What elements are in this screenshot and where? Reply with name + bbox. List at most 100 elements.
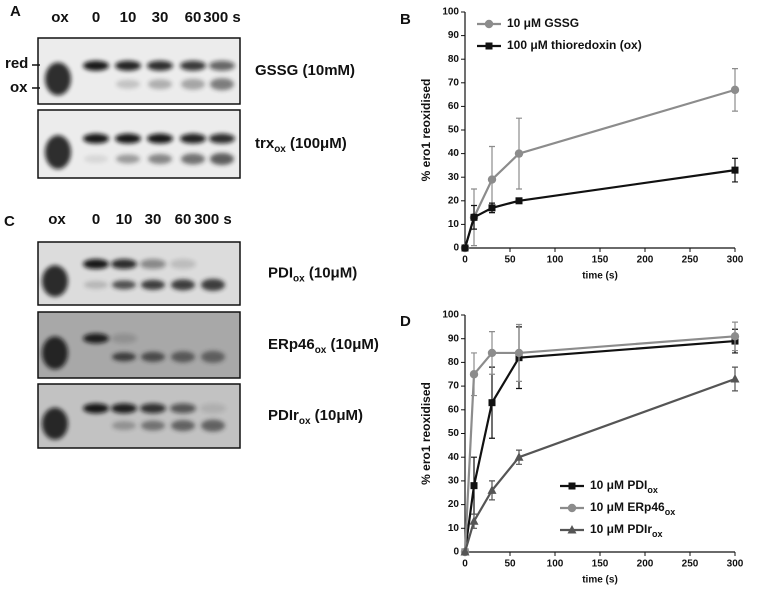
band-label: red [5, 55, 28, 72]
y-tick-label: 50 [448, 125, 460, 136]
gel-band [147, 60, 173, 71]
marker [470, 213, 478, 221]
y-tick-label: 70 [448, 77, 460, 88]
gel-label: trxox (100μM) [255, 135, 347, 155]
gel-band [42, 265, 68, 297]
panel-letter: A [10, 3, 21, 20]
lane-label: 60 [175, 211, 192, 228]
marker [487, 348, 497, 358]
marker [470, 482, 478, 490]
legend-marker [568, 482, 576, 490]
x-tick-label: 150 [592, 559, 609, 570]
gel-band [201, 350, 225, 363]
legend-marker [567, 525, 577, 534]
gel-band [148, 79, 172, 90]
x-tick-label: 200 [637, 255, 654, 266]
gel-band [83, 60, 109, 71]
y-axis-label: % ero1 reoxidised [419, 382, 433, 485]
panel-letter: D [400, 313, 411, 330]
y-tick-label: 0 [453, 547, 459, 558]
legend-marker [485, 42, 493, 50]
legend-name: 10 μM GSSG [507, 16, 579, 30]
y-tick-label: 80 [448, 54, 460, 65]
x-axis-label: time (s) [582, 575, 618, 586]
label-main: GSSG (10mM) [255, 62, 355, 79]
x-tick-label: 150 [592, 255, 609, 266]
marker [730, 373, 740, 383]
x-tick-label: 250 [682, 255, 699, 266]
label-main: ERp46 [268, 336, 315, 353]
lane-label: 0 [92, 9, 100, 26]
y-axis-label: % ero1 reoxidised [419, 79, 433, 182]
gel-band [45, 62, 71, 96]
y-tick-label: 20 [448, 195, 460, 206]
gel-label: GSSG (10mM) [255, 62, 355, 79]
legend-name: 100 μM thioredoxin (ox) [507, 38, 642, 52]
legend-label: 10 μM ERp46ox [590, 500, 675, 517]
y-tick-label: 40 [448, 148, 460, 159]
lane-label: ox [48, 211, 66, 228]
label-main: PDI [268, 264, 293, 281]
gel-band [112, 421, 136, 431]
gel-band [42, 407, 68, 440]
marker [469, 370, 479, 379]
label-main: PDIr [268, 407, 299, 424]
gel-band [111, 403, 137, 414]
label-sub: ox [299, 416, 311, 427]
label-main: trx [255, 135, 275, 152]
legend-marker [484, 19, 494, 29]
legend-name: 10 μM ERp46 [590, 500, 665, 514]
marker [461, 244, 469, 252]
lane-label: 10 [120, 9, 137, 26]
y-tick-label: 0 [453, 243, 459, 254]
y-tick-label: 90 [448, 30, 460, 41]
label-rest: (10μM) [311, 407, 364, 424]
gel-band [209, 60, 235, 71]
gel-label: ERp46ox (10μM) [268, 336, 379, 356]
gel [37, 109, 241, 179]
x-tick-label: 100 [547, 559, 564, 570]
gel [37, 241, 241, 306]
legend-name: 10 μM PDIr [590, 522, 652, 536]
x-tick-label: 0 [462, 255, 468, 266]
gel-band [180, 60, 206, 71]
y-tick-label: 50 [448, 428, 460, 439]
lane-label: ox [51, 9, 69, 26]
x-axis-label: time (s) [582, 271, 618, 282]
y-tick-label: 100 [442, 7, 459, 18]
lane-label: 60 [185, 9, 202, 26]
gel-band [147, 133, 173, 144]
gel [37, 383, 241, 449]
y-tick-label: 60 [448, 101, 460, 112]
lane-label: 300 s [203, 9, 241, 26]
gel-band [83, 403, 109, 414]
gel-band [171, 420, 195, 432]
gel-band [83, 133, 109, 144]
y-tick-label: 10 [448, 523, 460, 534]
gel-band [140, 259, 166, 270]
marker [487, 485, 497, 494]
gel-band [209, 133, 235, 144]
x-tick-label: 0 [462, 559, 468, 570]
gel-band [148, 153, 172, 164]
y-tick-label: 70 [448, 381, 460, 392]
marker [487, 175, 497, 184]
legend-label: 100 μM thioredoxin (ox) [507, 38, 642, 52]
gel-band [170, 403, 196, 414]
label-sub: ox [315, 345, 327, 356]
lane-label: 10 [116, 211, 133, 228]
gel-band [84, 280, 108, 289]
legend-sub: ox [665, 507, 676, 517]
marker [514, 452, 524, 461]
gel-band [181, 153, 205, 165]
gel-band [141, 279, 165, 290]
gel-band [115, 133, 141, 144]
band-label: ox [10, 79, 28, 96]
label-sub: ox [274, 144, 286, 155]
y-tick-label: 30 [448, 476, 460, 487]
gel-band [115, 60, 141, 71]
gel-band [84, 154, 108, 163]
marker [460, 547, 470, 556]
lane-label: 0 [92, 211, 100, 228]
